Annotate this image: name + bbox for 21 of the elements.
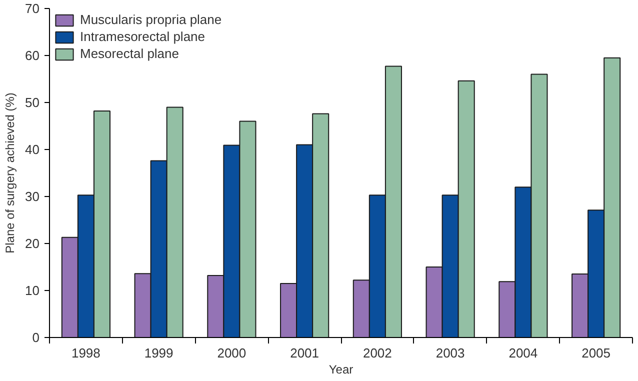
y-tick-label: 60 xyxy=(25,48,40,63)
legend-label: Mesorectal plane xyxy=(80,46,179,61)
y-tick-label: 30 xyxy=(25,189,40,204)
x-tick-label: 2005 xyxy=(582,346,611,360)
x-tick-label: 2004 xyxy=(508,346,538,360)
y-tick-label: 10 xyxy=(25,283,40,298)
legend-label: Intramesorectal plane xyxy=(80,29,206,44)
y-tick-label: 0 xyxy=(32,330,40,345)
x-tick-label: 2002 xyxy=(362,346,392,360)
x-tick-label: 2000 xyxy=(217,346,246,360)
y-tick-label: 70 xyxy=(25,1,40,16)
y-tick-label: 20 xyxy=(25,236,40,251)
y-axis-title: Plane of surgery achieved (%) xyxy=(3,92,18,254)
y-tick-label: 40 xyxy=(25,142,40,157)
legend-label: Muscularis propria plane xyxy=(80,12,222,27)
x-tick-label: 1999 xyxy=(144,346,174,360)
x-axis-title: Year xyxy=(328,362,354,376)
x-tick-label: 1998 xyxy=(71,346,100,360)
y-tick-label: 50 xyxy=(25,95,40,110)
x-tick-label: 2001 xyxy=(290,346,320,360)
x-tick-label: 2003 xyxy=(436,346,465,360)
